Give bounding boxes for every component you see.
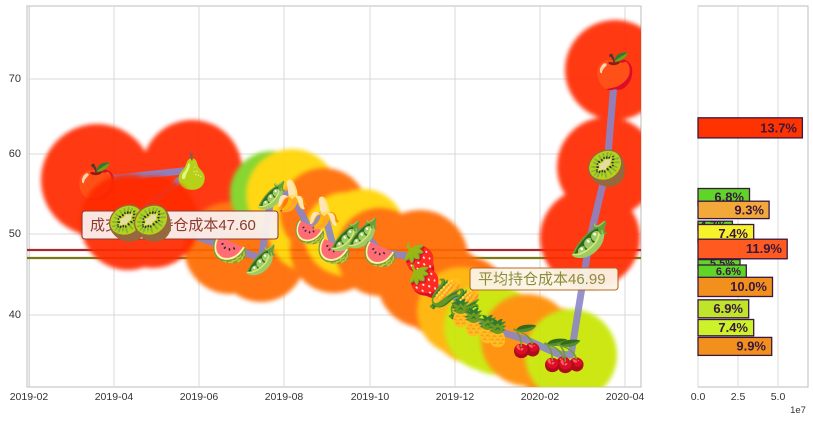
svg-text:2019-06: 2019-06 bbox=[180, 391, 219, 403]
svg-text:2019-08: 2019-08 bbox=[265, 391, 304, 403]
svg-text:40: 40 bbox=[9, 309, 21, 321]
svg-text:7.4%: 7.4% bbox=[718, 320, 748, 335]
svg-text:2019-04: 2019-04 bbox=[95, 391, 134, 403]
svg-text:2019-10: 2019-10 bbox=[351, 391, 390, 403]
svg-text:60: 60 bbox=[9, 148, 21, 160]
svg-text:13.7%: 13.7% bbox=[760, 121, 797, 136]
svg-text:2019-02: 2019-02 bbox=[10, 391, 49, 403]
svg-text:🫛: 🫛 bbox=[244, 244, 279, 277]
svg-text:🍉: 🍉 bbox=[363, 239, 398, 270]
svg-text:🫛: 🫛 bbox=[569, 220, 611, 260]
svg-text:50: 50 bbox=[9, 228, 21, 240]
svg-text:🥝: 🥝 bbox=[586, 146, 628, 188]
svg-text:2.5: 2.5 bbox=[731, 391, 746, 403]
svg-text:🍒: 🍒 bbox=[552, 339, 589, 375]
svg-text:2020-04: 2020-04 bbox=[606, 391, 645, 403]
svg-text:2020-02: 2020-02 bbox=[521, 391, 560, 403]
svg-text:平均持仓成本46.99: 平均持仓成本46.99 bbox=[478, 271, 606, 288]
svg-text:10.0%: 10.0% bbox=[730, 279, 767, 294]
svg-text:9.3%: 9.3% bbox=[734, 203, 764, 218]
svg-text:9.9%: 9.9% bbox=[736, 339, 766, 354]
svg-text:1e7: 1e7 bbox=[790, 405, 806, 416]
svg-text:🥝: 🥝 bbox=[132, 201, 174, 243]
svg-text:5.0: 5.0 bbox=[771, 391, 786, 403]
svg-text:70: 70 bbox=[9, 73, 21, 85]
svg-text:6.9%: 6.9% bbox=[713, 301, 743, 316]
svg-text:2019-12: 2019-12 bbox=[436, 391, 475, 403]
svg-text:0.0: 0.0 bbox=[691, 391, 706, 403]
svg-text:11.9%: 11.9% bbox=[746, 241, 783, 256]
svg-text:6.6%: 6.6% bbox=[716, 266, 741, 278]
svg-text:🍎: 🍎 bbox=[594, 51, 636, 91]
